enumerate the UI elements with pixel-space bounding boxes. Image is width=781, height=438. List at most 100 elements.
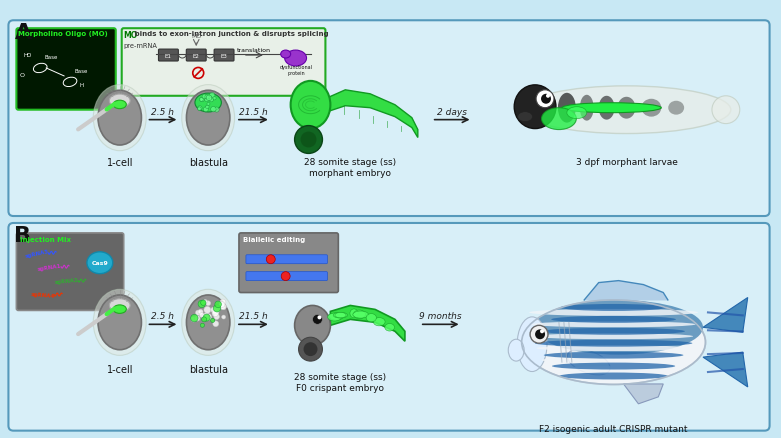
Polygon shape — [330, 306, 405, 342]
Text: pre-mRNA: pre-mRNA — [123, 43, 158, 49]
Text: Morpholino Oligo (MO): Morpholino Oligo (MO) — [19, 31, 108, 37]
Circle shape — [194, 316, 200, 321]
Circle shape — [312, 314, 323, 325]
Circle shape — [205, 314, 212, 321]
Text: 1-cell: 1-cell — [106, 364, 133, 374]
Circle shape — [205, 98, 209, 102]
Circle shape — [219, 304, 225, 309]
Circle shape — [206, 96, 212, 101]
FancyBboxPatch shape — [9, 223, 769, 431]
Text: MO: MO — [191, 34, 201, 39]
Ellipse shape — [518, 113, 533, 122]
Polygon shape — [623, 384, 663, 404]
Text: O: O — [20, 73, 24, 78]
Text: translation: translation — [237, 48, 271, 53]
Circle shape — [220, 304, 226, 310]
Text: E2: E2 — [193, 53, 200, 58]
Text: Injection Mix: Injection Mix — [20, 237, 71, 242]
Text: H: H — [80, 83, 84, 88]
Ellipse shape — [551, 316, 676, 323]
Ellipse shape — [350, 309, 358, 318]
Circle shape — [211, 107, 216, 113]
Ellipse shape — [335, 313, 346, 318]
Ellipse shape — [567, 107, 587, 120]
Ellipse shape — [109, 299, 130, 312]
Ellipse shape — [560, 304, 667, 311]
Ellipse shape — [109, 95, 130, 108]
Ellipse shape — [514, 86, 556, 129]
Circle shape — [540, 329, 544, 333]
Ellipse shape — [353, 311, 369, 318]
Circle shape — [214, 314, 219, 320]
Circle shape — [199, 98, 203, 102]
Circle shape — [205, 95, 209, 100]
Circle shape — [198, 310, 203, 314]
Ellipse shape — [522, 87, 731, 134]
Ellipse shape — [534, 300, 703, 355]
Text: sgRNA3: sgRNA3 — [24, 248, 49, 258]
Circle shape — [201, 301, 206, 306]
Text: 9 months: 9 months — [419, 312, 462, 321]
Text: F2 isogenic adult CRISPR mutant: F2 isogenic adult CRISPR mutant — [540, 424, 688, 433]
Text: sgRNA1: sgRNA1 — [37, 263, 62, 271]
Circle shape — [205, 106, 209, 110]
Ellipse shape — [534, 333, 693, 339]
Circle shape — [211, 307, 216, 313]
Ellipse shape — [669, 102, 684, 115]
Ellipse shape — [541, 109, 576, 130]
Text: MO: MO — [123, 31, 138, 40]
Circle shape — [304, 343, 317, 356]
Polygon shape — [327, 91, 418, 138]
Circle shape — [219, 302, 225, 308]
Polygon shape — [703, 298, 747, 332]
Ellipse shape — [544, 352, 683, 359]
Ellipse shape — [385, 324, 394, 331]
Text: A: A — [14, 23, 32, 43]
Ellipse shape — [284, 51, 306, 67]
FancyBboxPatch shape — [16, 233, 123, 311]
Text: E1: E1 — [165, 53, 172, 58]
Ellipse shape — [517, 317, 547, 372]
Text: HO: HO — [23, 53, 32, 58]
Circle shape — [219, 300, 226, 305]
Text: blastula: blastula — [189, 364, 227, 374]
FancyBboxPatch shape — [9, 21, 769, 216]
Text: Base: Base — [74, 69, 87, 74]
Circle shape — [201, 324, 205, 328]
Text: E3: E3 — [220, 53, 227, 58]
Ellipse shape — [187, 295, 230, 350]
Ellipse shape — [532, 321, 696, 328]
Circle shape — [191, 314, 198, 322]
Circle shape — [191, 317, 197, 322]
Text: 21.5 h: 21.5 h — [239, 312, 268, 321]
Ellipse shape — [535, 340, 692, 347]
Text: 2.5 h: 2.5 h — [152, 312, 174, 321]
Circle shape — [203, 300, 207, 304]
Ellipse shape — [98, 91, 141, 146]
Circle shape — [222, 315, 226, 319]
Text: Base: Base — [45, 55, 58, 60]
Circle shape — [281, 272, 290, 281]
Circle shape — [206, 301, 211, 306]
Ellipse shape — [327, 313, 341, 321]
Circle shape — [213, 321, 219, 327]
Ellipse shape — [542, 328, 685, 335]
Circle shape — [298, 337, 323, 361]
Circle shape — [204, 307, 211, 314]
Ellipse shape — [558, 94, 576, 124]
Ellipse shape — [373, 318, 385, 326]
Ellipse shape — [618, 98, 636, 120]
Ellipse shape — [87, 252, 112, 274]
Ellipse shape — [93, 85, 146, 152]
Text: 21.5 h: 21.5 h — [239, 107, 268, 117]
Text: sgRNA4: sgRNA4 — [30, 291, 55, 298]
Circle shape — [198, 106, 202, 111]
Circle shape — [207, 103, 210, 106]
Circle shape — [317, 316, 322, 320]
Text: Biallelic editing: Biallelic editing — [243, 237, 305, 242]
Ellipse shape — [562, 103, 662, 113]
Ellipse shape — [182, 290, 234, 356]
Circle shape — [198, 300, 205, 308]
Circle shape — [266, 255, 275, 264]
Circle shape — [203, 313, 209, 319]
